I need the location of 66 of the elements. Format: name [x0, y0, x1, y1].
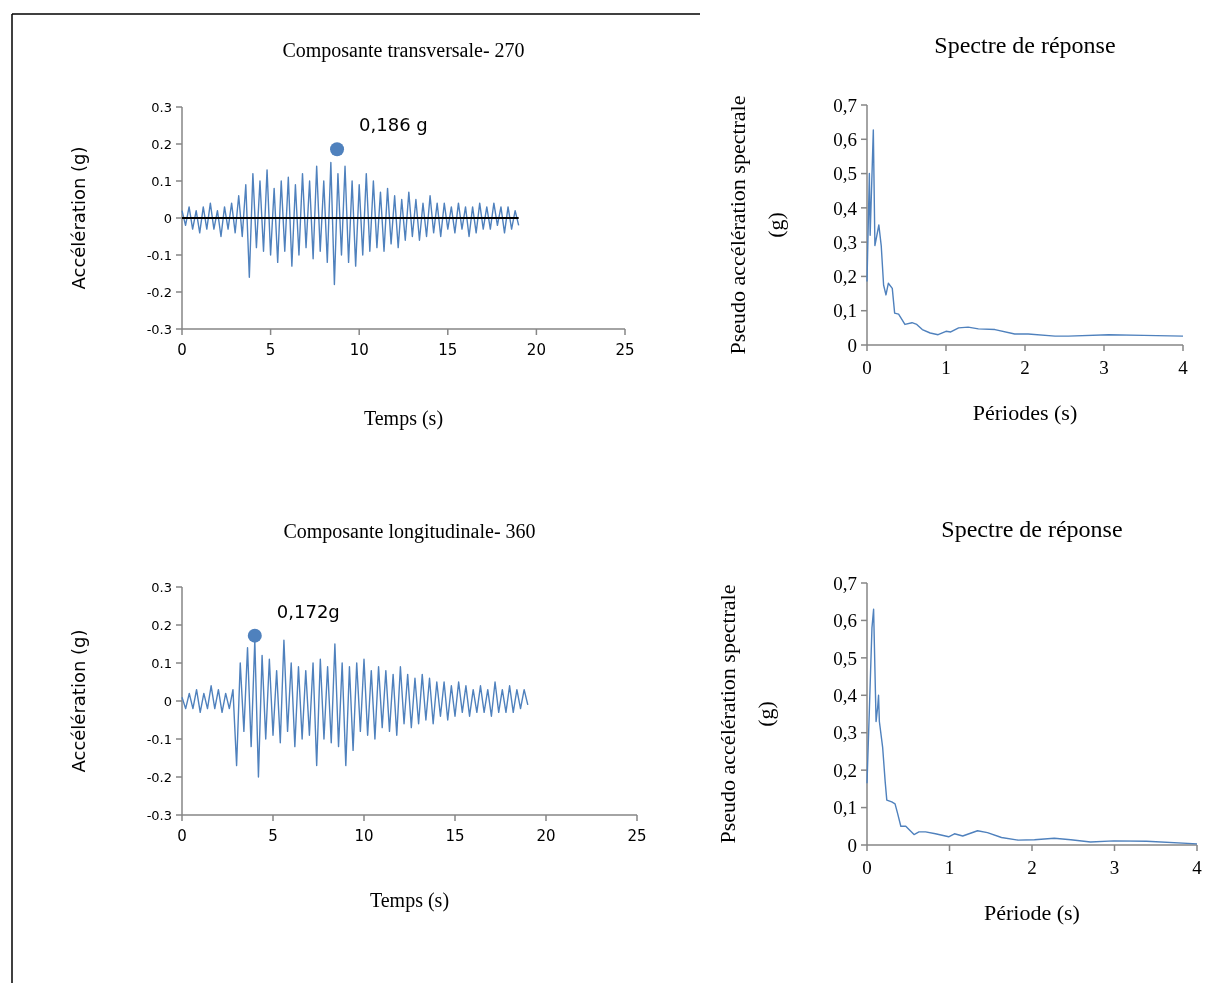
- y-tick-label: 0,7: [833, 572, 857, 594]
- y-tick-label: -0.2: [146, 284, 172, 300]
- y-tick-label: 0,3: [833, 722, 857, 744]
- x-tick-label: 10: [354, 827, 374, 845]
- x-tick-label: 5: [268, 827, 278, 845]
- y-tick-label: 0,7: [833, 94, 857, 116]
- y-tick-label: -0.2: [146, 769, 172, 785]
- x-axis-title: Périodes (s): [972, 400, 1078, 425]
- y-tick-label: 0.2: [151, 136, 172, 152]
- x-axis-title: Période (s): [984, 900, 1080, 925]
- x-tick-label: 4: [1178, 357, 1189, 379]
- y-tick-label: 0,5: [833, 163, 857, 185]
- y-tick-label: 0.3: [151, 579, 172, 595]
- x-tick-label: 20: [526, 341, 546, 359]
- y-tick-label: 0,1: [833, 797, 857, 819]
- x-tick-label: 15: [445, 827, 465, 845]
- y-tick-label: 0.1: [151, 655, 172, 671]
- x-tick-label: 15: [438, 341, 458, 359]
- y-tick-label: -0.3: [146, 321, 172, 337]
- y-tick-label: -0.3: [146, 807, 172, 823]
- y-tick-label: 0: [163, 693, 172, 709]
- y-tick-label: 0.1: [151, 173, 172, 189]
- y-tick-label: 0,6: [833, 610, 857, 632]
- annotation: 0,186 g: [359, 114, 428, 136]
- y-axis-title: Accélération (g): [68, 146, 89, 290]
- y-tick-label: 0: [163, 210, 172, 226]
- y-axis-title: Accélération (g): [68, 629, 89, 773]
- y-tick-label: -0.1: [146, 247, 172, 263]
- y-tick-label: 0,4: [833, 684, 858, 706]
- y-axis-title: Pseudo accélération spectrale (g): [715, 584, 778, 844]
- x-tick-label: 1: [941, 357, 951, 379]
- x-tick-label: 4: [1192, 857, 1203, 879]
- x-tick-label: 1: [944, 857, 955, 879]
- chart-title: Composante transversale- 270: [282, 39, 525, 62]
- x-tick-label: 25: [627, 827, 647, 845]
- x-tick-label: 0: [177, 341, 187, 359]
- chart-title: Composante longitudinale- 360: [283, 520, 536, 543]
- x-axis-title: Temps (s): [369, 889, 450, 912]
- y-axis-title: Pseudo accélération spectrale (g): [725, 95, 788, 355]
- y-tick-label: 0,2: [833, 266, 857, 288]
- x-tick-label: 2: [1027, 857, 1037, 879]
- y-tick-label: 0,3: [833, 231, 857, 253]
- x-tick-label: 3: [1099, 357, 1109, 379]
- chart-title: Spectre de réponse: [941, 516, 1123, 542]
- y-tick-label: 0,5: [833, 647, 857, 669]
- x-tick-label: 0: [862, 857, 872, 879]
- x-tick-label: 25: [615, 341, 635, 359]
- x-tick-label: 2: [1020, 357, 1030, 379]
- y-tick-label: 0,6: [833, 128, 857, 150]
- x-tick-label: 5: [265, 341, 276, 359]
- x-axis-title: Temps (s): [363, 407, 444, 430]
- x-tick-label: 20: [536, 827, 556, 845]
- x-tick-label: 0: [177, 827, 187, 845]
- y-tick-label: 0.2: [151, 617, 172, 633]
- annotation: 0,172g: [276, 600, 340, 622]
- x-tick-label: 0: [862, 357, 872, 379]
- line-series: [181, 161, 520, 286]
- y-tick-label: 0,4: [833, 197, 858, 219]
- y-tick-label: 0.3: [151, 99, 172, 115]
- x-tick-label: 10: [349, 341, 369, 359]
- line-series: [866, 129, 1184, 337]
- x-tick-label: 3: [1109, 857, 1120, 879]
- y-tick-label: 0,2: [833, 759, 857, 781]
- chart-title: Spectre de réponse: [934, 32, 1116, 58]
- y-tick-label: 0,1: [833, 300, 857, 322]
- y-tick-label: -0.1: [146, 731, 172, 747]
